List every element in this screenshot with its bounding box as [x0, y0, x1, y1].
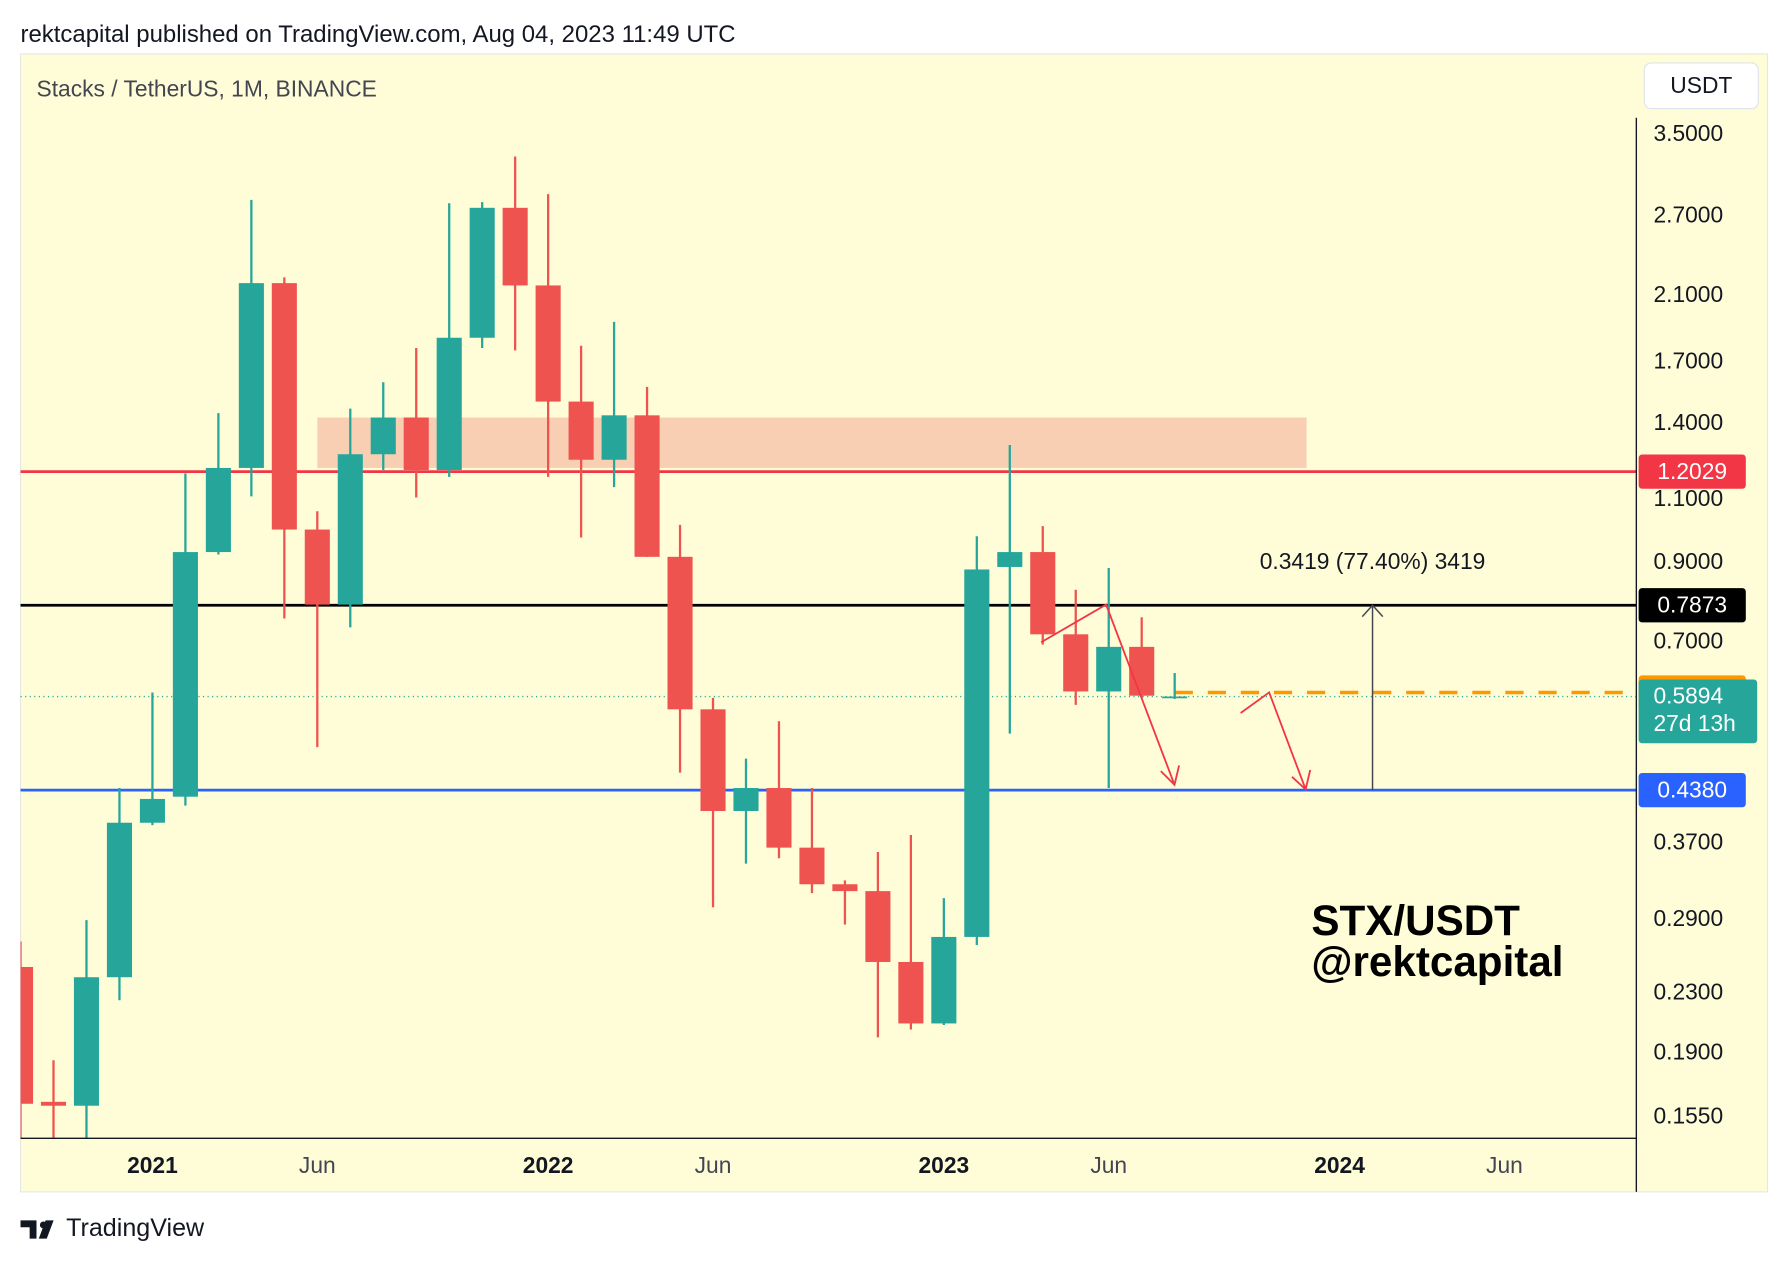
chart-panel [19, 53, 1769, 1193]
currency-label: USDT [1670, 72, 1732, 98]
plot-front: 3.5000 2.7000 2.1000 1.7000 1.4000 1.1000 0.90… [127, 120, 1758, 1178]
x-tick-label: Jun [299, 1152, 336, 1178]
candle-body [865, 891, 891, 962]
drawn-arrowhead [1291, 769, 1312, 792]
brand: TradingView [66, 1214, 205, 1242]
candle-body [931, 936, 957, 1024]
candle-body [1096, 646, 1122, 692]
candle-body [1030, 552, 1056, 635]
candle-body [667, 556, 693, 710]
measure-label: 0.3419 (77.40%) 3419 [1260, 548, 1486, 574]
candle-body [436, 337, 462, 471]
y-tick-label: 0.2900 [1653, 905, 1723, 931]
candle-body [832, 884, 858, 892]
candle-body [337, 454, 363, 605]
x-tick-label: 2023 [918, 1152, 969, 1178]
price-tag [1638, 454, 1746, 489]
y-tick-label: 0.3700 [1653, 828, 1723, 854]
candle-body [898, 961, 924, 1024]
candle-body [601, 415, 627, 460]
candle-body [700, 709, 726, 811]
countdown-label: 27d 13h [1653, 710, 1735, 736]
candle-body [1129, 646, 1155, 696]
x-tick-label: Jun [1090, 1152, 1127, 1178]
x-tick-label: Jun [1486, 1152, 1523, 1178]
logo-dot [39, 1221, 47, 1229]
chart-title: Stacks / TetherUS, 1M, BINANCE [36, 75, 376, 101]
price-tag [1638, 588, 1746, 623]
candle-body [1162, 696, 1188, 699]
y-tick-label: 3.5000 [1653, 120, 1723, 146]
y-tick-label: 1.7000 [1653, 348, 1723, 374]
plot-back [20, 417, 1637, 792]
y-tick-label: 2.1000 [1653, 281, 1723, 307]
candle-body [73, 977, 100, 1106]
measure-arrowhead [1361, 604, 1384, 618]
candle-body [502, 207, 528, 286]
candle-body [1063, 634, 1089, 692]
x-tick-label: 2024 [1314, 1152, 1365, 1178]
candle-body [799, 847, 825, 885]
logo-mark [20, 1220, 54, 1239]
candle-body [271, 283, 297, 530]
candle-body [304, 529, 330, 605]
candle-body [964, 569, 990, 937]
price-tag [1638, 773, 1746, 808]
candle-body [238, 283, 264, 468]
candle-body [469, 207, 495, 338]
y-tick-label: 0.7000 [1653, 627, 1723, 653]
watermark: STX/USDT [1311, 897, 1520, 944]
candle-body [20, 966, 34, 1104]
y-tick-label: 0.1550 [1653, 1103, 1723, 1129]
y-tick-label: 0.9000 [1653, 548, 1723, 574]
candle-body [172, 552, 198, 797]
resistance-zone [317, 417, 1307, 468]
watermark: @rektcapital [1311, 938, 1563, 985]
x-tick-label: 2022 [523, 1152, 574, 1178]
y-tick-label: 2.7000 [1653, 202, 1723, 228]
y-tick-label: 0.2300 [1653, 978, 1723, 1004]
candle-body [568, 401, 594, 460]
drawn-path [1040, 603, 1176, 786]
tradingview-logo [20, 1220, 54, 1239]
candle-body [403, 417, 429, 471]
x-tick-label: 2021 [127, 1152, 178, 1178]
candle-body [370, 417, 396, 455]
candles [20, 156, 1188, 1139]
price-tag-label: 0.7873 [1657, 591, 1727, 617]
drawn-path [1240, 690, 1307, 790]
candle-body [205, 467, 231, 553]
candle-body [634, 415, 660, 557]
candle-body [535, 285, 561, 402]
drawn-arrowhead [1160, 765, 1180, 787]
y-tick-label: 1.1000 [1653, 485, 1723, 511]
candle-body [106, 822, 132, 978]
price-tag-label: 1.2029 [1657, 458, 1727, 484]
candle-body [766, 788, 792, 848]
currency-button[interactable] [1643, 62, 1759, 110]
candle-body [40, 1101, 67, 1106]
candle-body [139, 798, 165, 823]
x-tick-label: Jun [695, 1152, 732, 1178]
last-price-label: 0.5894 [1653, 683, 1723, 709]
price-tag-label: 0.4380 [1657, 776, 1727, 802]
y-tick-label: 0.1900 [1653, 1039, 1723, 1065]
candle-body [733, 788, 759, 811]
last-price-tag [1638, 679, 1758, 744]
y-tick-label: 1.4000 [1653, 409, 1723, 435]
drawings [1040, 603, 1312, 792]
publisher-line: rektcapital published on TradingView.com… [21, 21, 736, 48]
candle-body [997, 552, 1023, 567]
